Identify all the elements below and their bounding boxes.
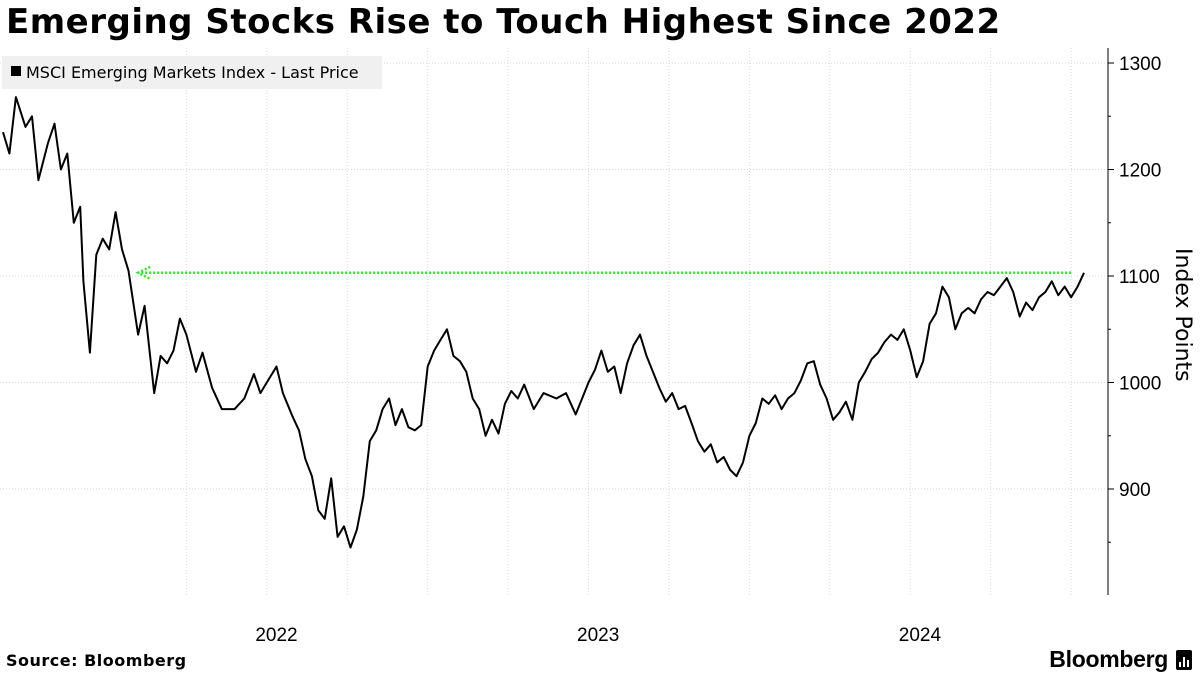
x-axis-labels: 2022 2023 2024 (255, 625, 941, 646)
y-tick-label: 900 (1119, 480, 1151, 501)
bloomberg-chart-icon (1176, 649, 1192, 670)
brand-logo: Bloomberg (1049, 646, 1192, 673)
y-tick-label: 1100 (1119, 267, 1160, 288)
y-tick-label: 1300 (1119, 54, 1161, 75)
source-note: Source: Bloomberg (6, 651, 187, 670)
series-line (2, 96, 1085, 549)
legend-swatch (11, 66, 21, 76)
y-axis-label: Index Points (1170, 248, 1195, 382)
y-tick-label: 1200 (1119, 161, 1161, 182)
chart-title: Emerging Stocks Rise to Touch Highest Si… (6, 2, 1001, 42)
brand-name: Bloomberg (1049, 646, 1168, 672)
y-tick-label: 1000 (1119, 374, 1161, 395)
x-tick-label: 2022 (255, 625, 297, 646)
x-tick-label: 2024 (899, 625, 942, 646)
gridlines (0, 48, 1108, 595)
series-group (2, 96, 1085, 549)
x-tick-label: 2023 (577, 625, 619, 646)
y-axis: 900 1000 1100 1200 1300 (1107, 48, 1161, 595)
legend-label: MSCI Emerging Markets Index - Last Price (26, 63, 359, 82)
legend-box (2, 56, 382, 89)
highlight-annotation (135, 265, 1072, 280)
arrow-head (135, 265, 151, 280)
legend: MSCI Emerging Markets Index - Last Price (2, 56, 382, 89)
